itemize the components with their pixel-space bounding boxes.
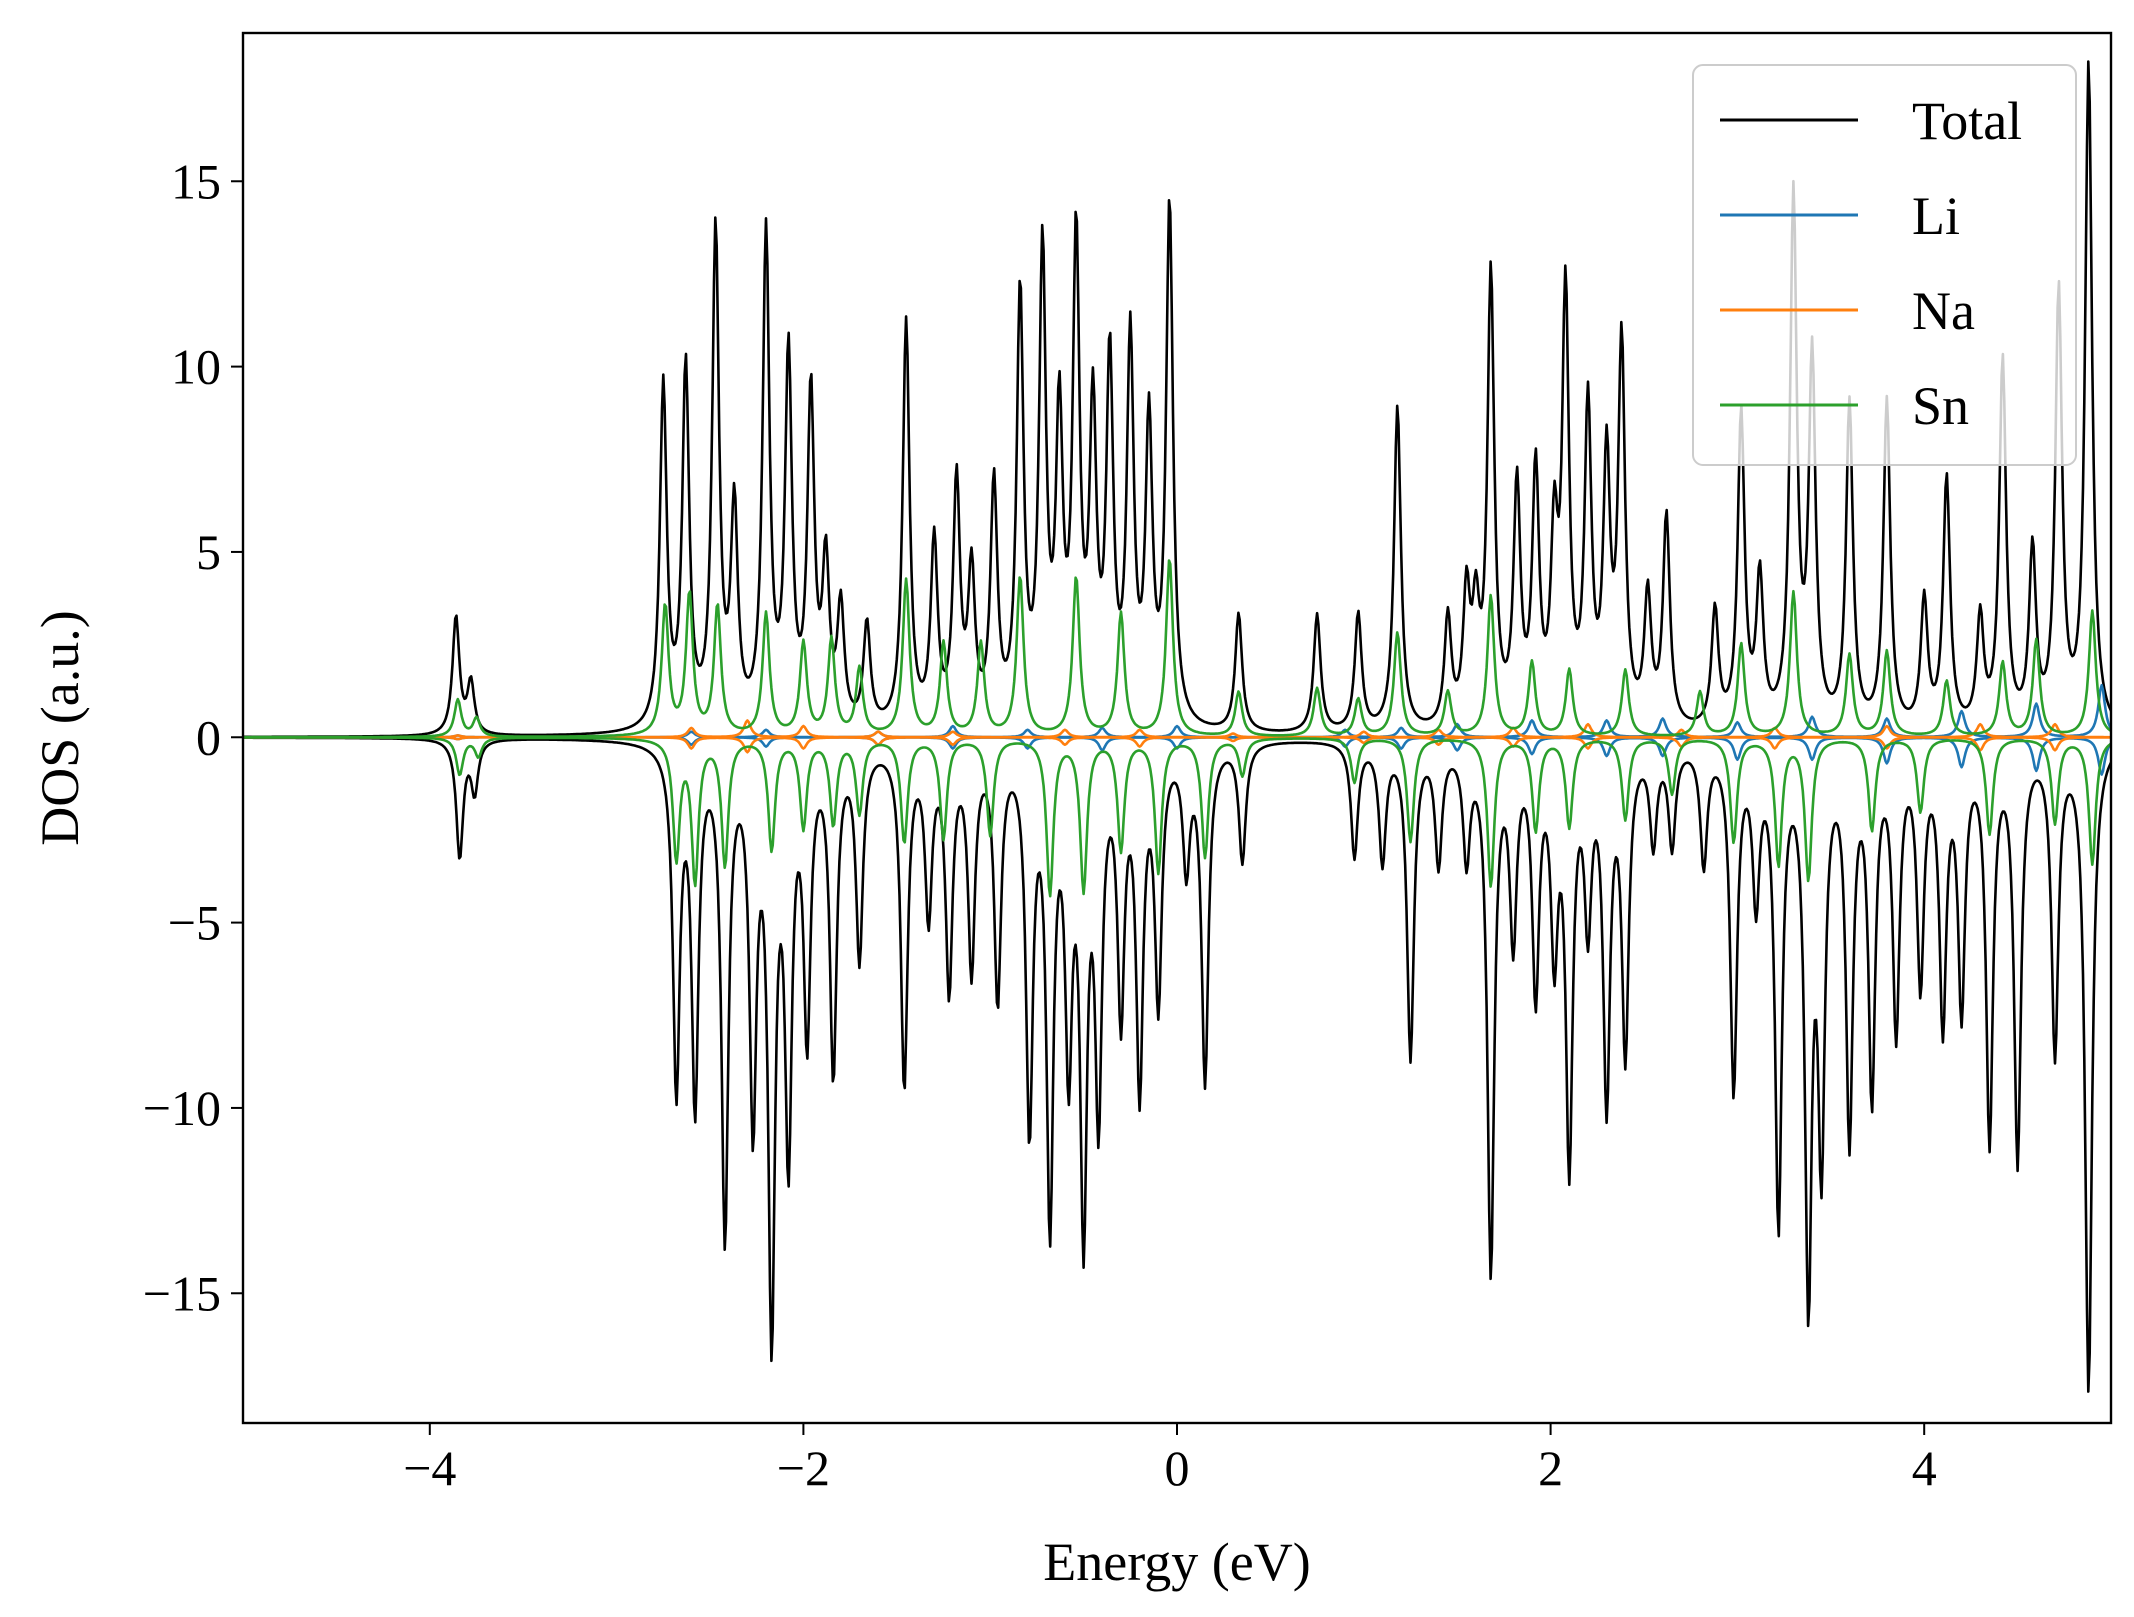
series-line-sn-spin-down — [243, 736, 2111, 898]
y-tick-label: 10 — [171, 339, 221, 395]
series-line-sn-spin-up — [243, 559, 2111, 739]
series-line-total-spin-up — [243, 60, 2111, 739]
legend-label-na: Na — [1912, 281, 1975, 341]
y-axis-ticks: −15 −10 −5 0 5 10 15 — [143, 153, 243, 1321]
y-tick-label: −5 — [168, 895, 221, 951]
x-tick-label: −4 — [403, 1440, 456, 1496]
y-tick-label: −10 — [143, 1080, 221, 1136]
y-tick-label: −15 — [143, 1265, 221, 1321]
legend-label-sn: Sn — [1912, 376, 1969, 436]
series-layer — [243, 60, 2111, 1393]
series-line-total-spin-down — [243, 736, 2111, 1393]
y-tick-label: 0 — [196, 709, 221, 765]
x-tick-label: 4 — [1912, 1440, 1937, 1496]
x-axis-label: Energy (eV) — [1043, 1532, 1310, 1592]
y-axis-label: DOS (a.u.) — [30, 610, 90, 845]
x-tick-label: −2 — [777, 1440, 830, 1496]
legend-label-total: Total — [1912, 91, 2022, 151]
x-tick-label: 0 — [1165, 1440, 1190, 1496]
x-tick-label: 2 — [1538, 1440, 1563, 1496]
legend-label-li: Li — [1912, 186, 1960, 246]
legend-box — [1692, 64, 2077, 466]
y-tick-label: 15 — [171, 153, 221, 209]
x-axis-ticks: −4 −2 0 2 4 — [403, 1423, 1937, 1496]
y-tick-label: 5 — [196, 524, 221, 580]
legend: Total Li Na Sn — [1692, 64, 2077, 466]
